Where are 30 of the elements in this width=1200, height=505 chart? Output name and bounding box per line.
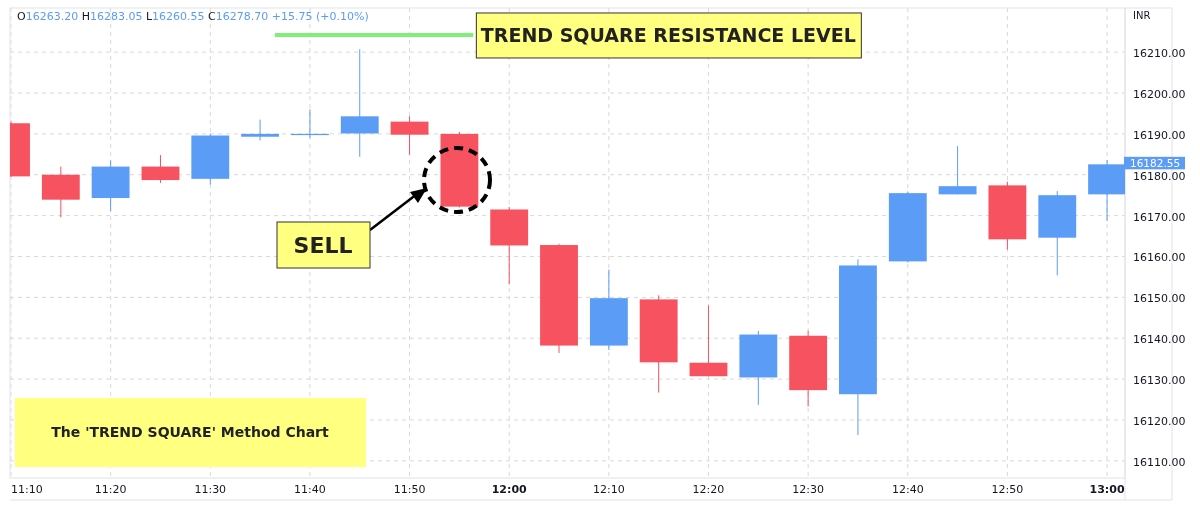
x-tick-label: 12:40 — [891, 483, 924, 496]
text: O16263.20 H16283.05 L16260.55 C16278.70 +15.75 (+0.10%) — [17, 10, 369, 23]
y-tick-label: 16210.00 — [1133, 47, 1186, 61]
y-tick-label: 16140.00 — [1133, 333, 1186, 347]
x-tick-label: 11:50 — [393, 483, 426, 496]
y-tick-label: 16150.00 — [1133, 292, 1186, 306]
y-tick-label: 16110.00 — [1133, 455, 1186, 469]
x-tick-label: 12:20 — [692, 483, 725, 496]
y-tick-label: 16170.00 — [1133, 210, 1186, 224]
x-tick-label: 12:00 — [491, 483, 528, 496]
x-tick-label: 13:00 — [1089, 483, 1125, 496]
y-tick-label: 16130.00 — [1133, 374, 1186, 388]
x-tick-label: 11:40 — [294, 483, 326, 496]
text: 16182.55 — [1130, 157, 1181, 170]
y-tick-label: 16180.00 — [1133, 169, 1186, 183]
x-tick-label: 12:50 — [991, 483, 1024, 496]
x-tick-label: 11:30 — [194, 483, 227, 496]
y-tick-label: 16190.00 — [1133, 128, 1186, 142]
y-axis-title: INR — [1133, 10, 1151, 21]
x-tick-label: 12:10 — [593, 483, 625, 496]
x-tick-label: 11:10 — [11, 483, 43, 496]
y-tick-label: 16200.00 — [1133, 88, 1186, 102]
x-tick-label: 11:20 — [94, 483, 127, 496]
annotation: TREND SQUARE RESISTANCE LEVEL — [480, 23, 856, 46]
y-tick-label: 16160.00 — [1133, 251, 1186, 265]
candlestick — [241, 119, 280, 141]
y-tick-label: 16120.00 — [1133, 414, 1186, 428]
annotation: SELL — [293, 233, 353, 258]
x-tick-label: 12:30 — [792, 483, 824, 496]
annotation: The 'TREND SQUARE' Method Chart — [51, 424, 330, 440]
